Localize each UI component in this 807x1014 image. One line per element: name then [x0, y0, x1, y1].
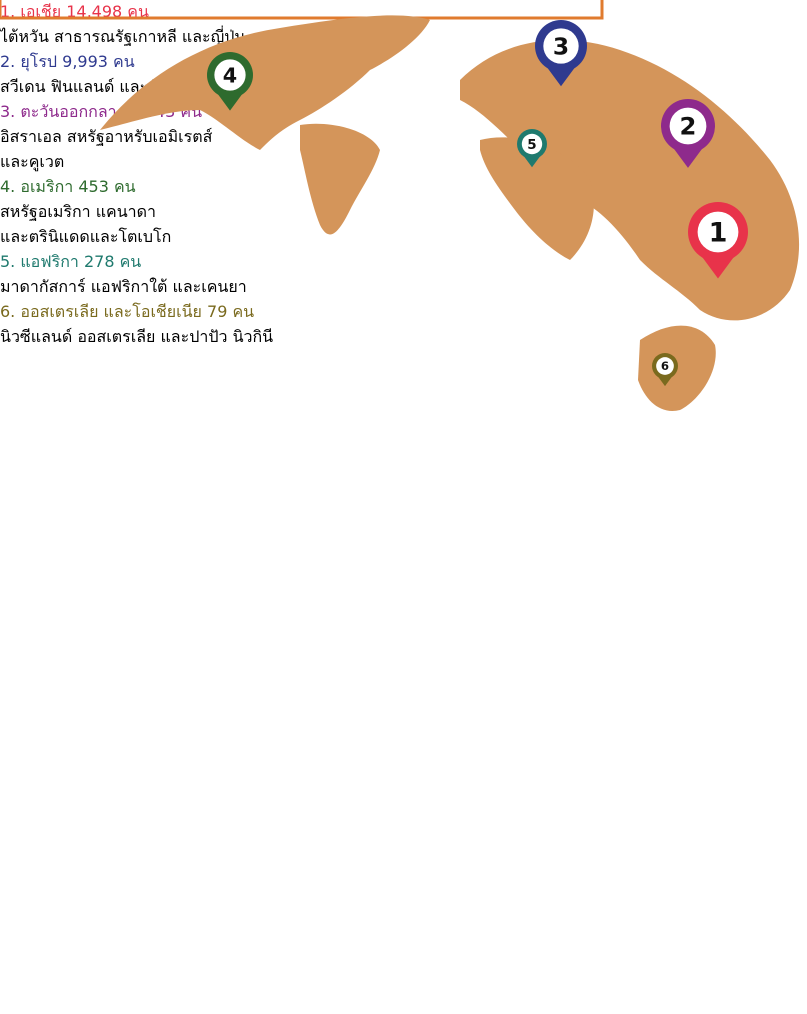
country-list: และคูเวต: [0, 152, 65, 171]
section-heading: 6. ออสเตรเลีย และโอเชียเนีย 79 คน: [0, 302, 255, 321]
pin-inner: [697, 211, 739, 253]
section-heading: 4. อเมริกา 453 คน: [0, 177, 136, 196]
pin-label: 6: [661, 359, 669, 373]
pin-label: 3: [553, 32, 569, 60]
pin-inner: [521, 133, 543, 155]
country-list: อิสราเอล สหรัฐอาหรับเอมิเรตส์: [0, 127, 213, 146]
pin-label: 1: [709, 218, 728, 249]
country-list: และตรินิแดดและโตเบโก: [0, 227, 172, 246]
top-frame: [0, 0, 604, 20]
pin-inner: [656, 357, 674, 375]
map-pin: 1: [688, 202, 748, 279]
pin-inner: [543, 28, 579, 64]
country-list: นิวซีแลนด์ ออสเตรเลีย และปาปัว นิวกินี: [0, 327, 274, 346]
pin-label: 4: [223, 63, 237, 87]
section-heading: 2. ยุโรป 9,993 คน: [0, 52, 135, 71]
map-pin: 5: [517, 129, 547, 168]
section-heading: 1. เอเชีย 14,498 คน: [0, 2, 149, 21]
africa: [480, 137, 594, 260]
pin-inner: [669, 107, 707, 145]
pin-label: 5: [527, 137, 536, 153]
pin-label: 2: [680, 112, 697, 141]
map-pin: 2: [661, 99, 715, 168]
map-pin: 6: [652, 353, 678, 387]
south-america: [300, 123, 380, 235]
country-list: ไต้หวัน สาธารณรัฐเกาหลี และญี่ปุ่น: [0, 27, 246, 46]
map-pin: 3: [535, 20, 587, 87]
pin-inner: [214, 59, 246, 91]
map-pin: 4: [207, 52, 253, 111]
north-america: [100, 15, 430, 150]
country-list: สหรัฐอเมริกา แคนาดา: [0, 202, 157, 221]
country-list: มาดากัสการ์ แอฟริกาใต้ และเคนยา: [0, 277, 247, 296]
section-heading: 5. แอฟริกา 278 คน: [0, 252, 142, 271]
